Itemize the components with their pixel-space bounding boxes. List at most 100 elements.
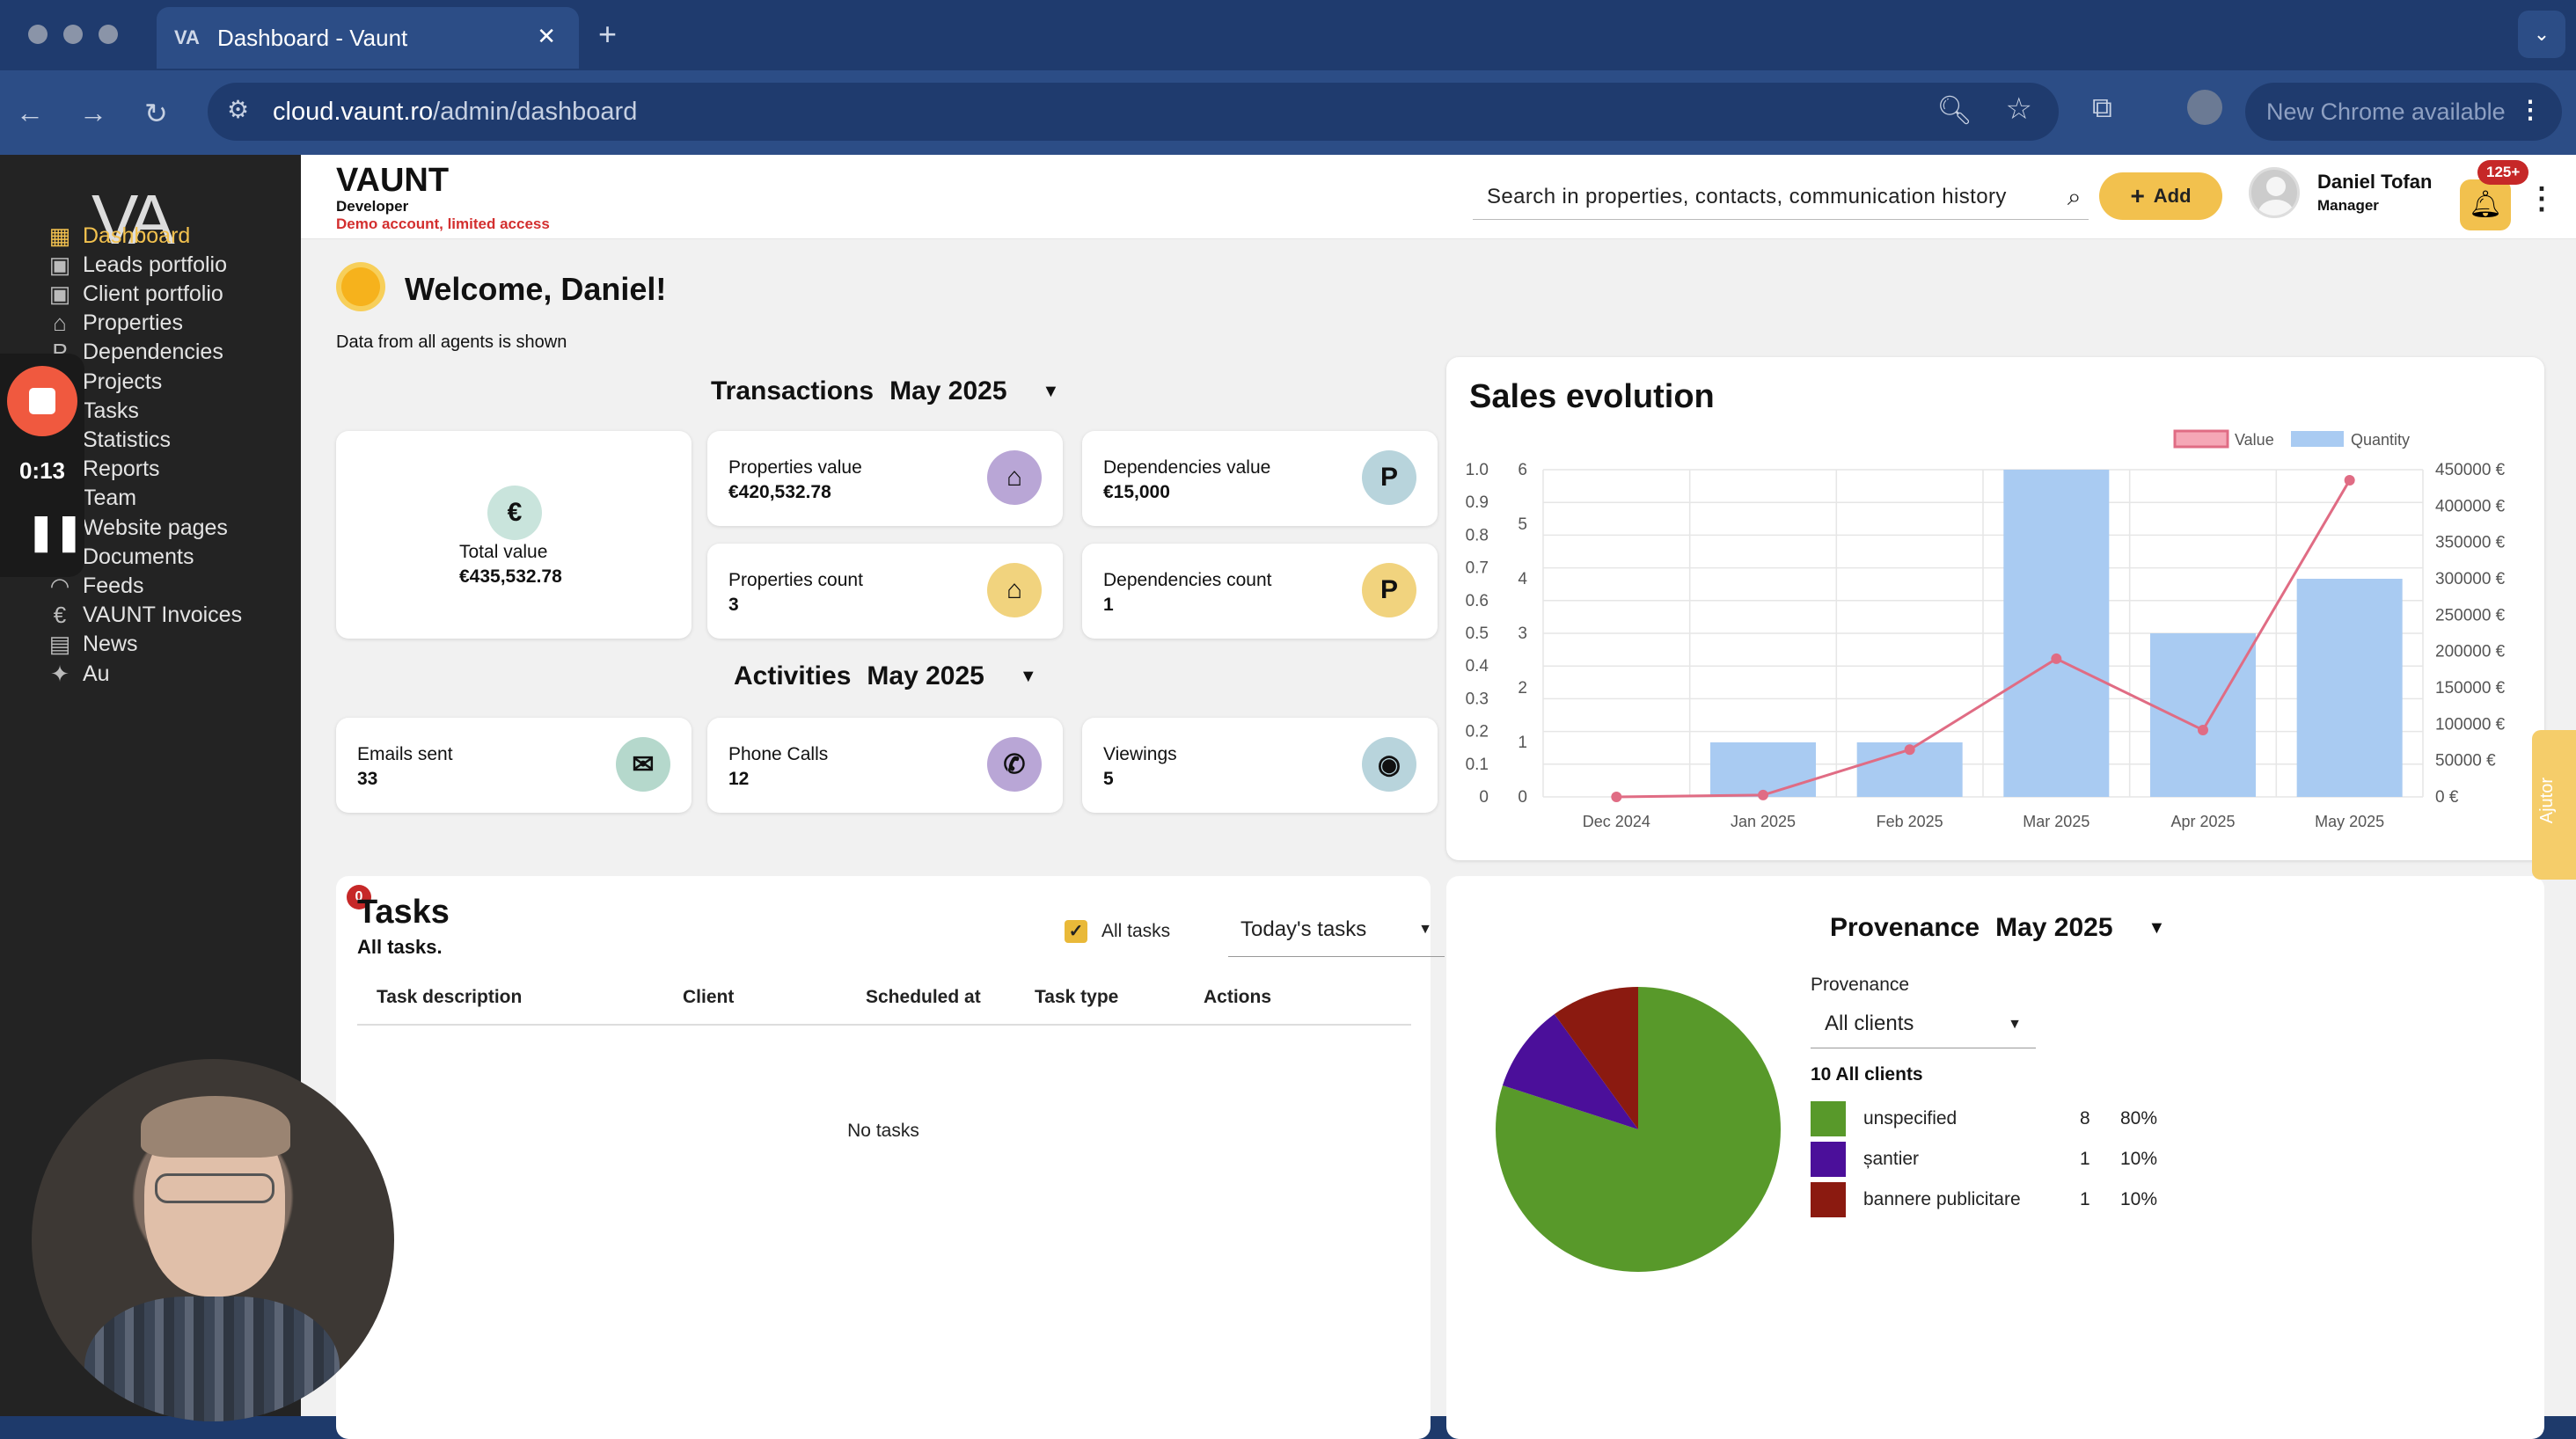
tab-favicon: VA (174, 26, 200, 48)
column-header[interactable]: Task type (1035, 987, 1119, 1007)
recording-timer: 0:13 (18, 457, 66, 484)
tab-search-chevron-icon[interactable]: ⌄ (2518, 11, 2565, 58)
sidebar-item-au[interactable]: ✦ Au (46, 656, 110, 691)
webcam-glasses (155, 1173, 274, 1203)
value-point (1904, 744, 1915, 756)
avatar (2249, 167, 2300, 218)
transaction-card: Properties value €420,532.78 ⌂ (707, 431, 1063, 526)
window-close-dot[interactable] (28, 25, 48, 44)
left-axis-tick: 0 (1518, 788, 1527, 807)
close-tab-icon[interactable]: ✕ (537, 23, 556, 49)
legend-slice-count: 1 (2080, 1189, 2090, 1209)
x-axis-tick: Apr 2025 (2170, 813, 2235, 830)
sidebar-item-vaunt-invoices[interactable]: € VAUNT Invoices (46, 598, 242, 633)
tasks-filter-select[interactable]: Today's tasks ▼ (1228, 902, 1445, 957)
column-header[interactable]: Actions (1204, 987, 1272, 1007)
sidebar-item-label: Website pages (83, 515, 228, 540)
sun-icon (336, 262, 385, 311)
stop-recording-button[interactable] (7, 366, 77, 436)
right-axis-tick: 200000 € (2435, 643, 2506, 661)
sidebar-item-dashboard[interactable]: ▦ Dashboard (46, 218, 191, 253)
column-header[interactable]: Client (683, 987, 735, 1007)
profile-avatar-icon[interactable] (2187, 90, 2222, 125)
phone-icon: ✆ (987, 737, 1042, 792)
back-icon[interactable]: ← (16, 97, 44, 128)
column-header[interactable]: Scheduled at (866, 987, 981, 1007)
pause-icon[interactable]: ❚❚ (26, 513, 84, 551)
kpi-value: 1 (1103, 595, 1114, 615)
provenance-total: 10 All clients (1811, 1064, 1923, 1085)
kpi-label: Phone Calls (728, 744, 829, 764)
reload-icon[interactable]: ↻ (144, 98, 168, 129)
tasks-empty-message: No tasks (847, 1121, 919, 1141)
address-bar[interactable]: ⚙ cloud.vaunt.ro/admin/dashboard 🔍︎ ☆ (208, 83, 2059, 141)
provenance-filter-select[interactable]: All clients ▼ (1811, 999, 2036, 1048)
provenance-card: Provenance May 2025 ▼ Provenance All cli… (1446, 876, 2544, 1439)
kpi-value: 33 (357, 769, 378, 789)
pie-slice[interactable] (1502, 1013, 1638, 1129)
pie-slice[interactable] (1554, 987, 1638, 1129)
sidebar-item-client-portfolio[interactable]: ▣ Client portfolio (46, 276, 223, 311)
sales-evolution-card: Sales evolution 1.0 0.9 0.8 0.7 0.6 0.5 0.4 0.3… (1446, 357, 2544, 860)
global-search-input[interactable]: Search in properties, contacts, communic… (1473, 174, 2089, 220)
legend-swatch (1811, 1142, 1846, 1177)
search-icon[interactable]: ⌕ (2067, 183, 2082, 210)
sidebar-item-leads-portfolio[interactable]: ▣ Leads portfolio (46, 247, 227, 282)
webcam-overlay (32, 1059, 394, 1421)
right-axis-tick: 50000 € (2435, 752, 2496, 771)
all-tasks-checkbox[interactable]: ✓ All tasks (1065, 920, 1170, 943)
more-options-icon[interactable]: ⋮ (2527, 182, 2557, 215)
sidebar-item-news[interactable]: ▤ News (46, 627, 138, 662)
activities-month: May 2025 (867, 661, 984, 690)
chrome-menu-icon[interactable]: ⋮ (2518, 96, 2543, 123)
search-placeholder: Search in properties, contacts, communic… (1487, 184, 2007, 208)
browser-tab[interactable]: VA Dashboard - Vaunt ✕ (157, 7, 579, 69)
sidebar-item-label: VAUNT Invoices (83, 603, 243, 628)
sidebar-item-label: Au (83, 661, 110, 686)
legend-slice-count: 8 (2080, 1108, 2090, 1129)
window-minimize-dot[interactable] (63, 25, 83, 44)
sidebar-logo[interactable]: VA (91, 180, 175, 259)
activity-card: Phone Calls 12 ✆ (707, 718, 1063, 813)
user-menu[interactable]: Daniel Tofan Manager (2249, 167, 2432, 218)
activity-card: Viewings 5 ◉ (1082, 718, 1438, 813)
left-axis-tick: 0.8 (1466, 526, 1489, 544)
all-tasks-label: All tasks (1101, 921, 1171, 941)
caret-down-icon: ▼ (1042, 381, 1060, 401)
chrome-update-button[interactable]: New Chrome available ⋮ (2245, 83, 2562, 141)
total-value-label: Total value (459, 542, 548, 562)
forward-icon[interactable]: → (79, 97, 107, 128)
zoom-icon[interactable]: 🔍︎ (1936, 94, 1972, 126)
new-tab-icon[interactable]: + (598, 16, 618, 52)
sidebar-item-label: Statistics (83, 427, 172, 452)
right-axis-tick: 250000 € (2435, 606, 2506, 625)
help-tab-label: Ajutor (2537, 778, 2557, 824)
bookmark-star-icon[interactable]: ☆ (2005, 92, 2032, 126)
kpi-text: Dependencies count 1 (1103, 570, 1271, 616)
add-button[interactable]: + Add (2099, 172, 2222, 220)
caret-down-icon: ▼ (1019, 666, 1037, 686)
provenance-month-selector[interactable]: Provenance May 2025 ▼ (1830, 913, 2165, 943)
user-role: Manager (2317, 197, 2379, 214)
welcome-title: Welcome, Daniel! (405, 271, 667, 307)
sidebar-item-properties[interactable]: ⌂ Properties (46, 306, 183, 341)
left-axis-tick: 1.0 (1466, 461, 1489, 479)
sidebar-item-feeds[interactable]: ◠ Feeds (46, 568, 144, 603)
kpi-text: Properties value €420,532.78 (728, 457, 862, 503)
site-info-icon[interactable]: ⚙ (227, 96, 250, 123)
brand-name[interactable]: VAUNT (336, 162, 450, 199)
activities-month-selector[interactable]: Activities May 2025 ▼ (734, 661, 1037, 691)
webcam-hair (141, 1096, 290, 1158)
left-axis-tick: 0.1 (1466, 756, 1489, 774)
transaction-card: Dependencies count 1 P (1082, 544, 1438, 639)
help-tab[interactable]: Ajutor (2532, 730, 2576, 880)
extensions-icon[interactable]: ⧉ (2092, 91, 2112, 123)
legend-quantity-label: Quantity (2351, 431, 2410, 449)
column-header[interactable]: Task description (377, 987, 523, 1007)
badge-icon: ▣ (48, 251, 71, 278)
notifications-bell-icon[interactable]: 🔔︎ (2460, 179, 2511, 230)
chrome-update-label: New Chrome available (2266, 98, 2506, 125)
transactions-month-selector[interactable]: Transactions May 2025 ▼ (711, 376, 1059, 406)
window-zoom-dot[interactable] (99, 25, 118, 44)
left-axis-tick: 1 (1518, 734, 1527, 752)
